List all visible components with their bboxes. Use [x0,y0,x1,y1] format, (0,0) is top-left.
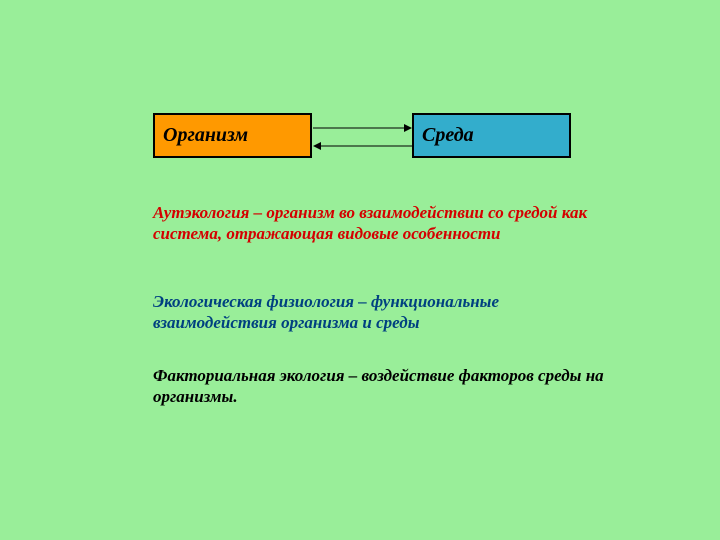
slide-canvas: Организм Среда Аутэкология – организм во… [0,0,720,540]
ecophysiology-definition: Экологическая физиология – функциональны… [153,291,623,334]
organism-box: Организм [153,113,312,158]
organism-label: Организм [163,124,248,147]
factorial-ecology-definition: Факториальная экология – воздействие фак… [153,365,623,408]
bidirectional-arrows [303,118,422,156]
autecology-definition: Аутэкология – организм во взаимодействии… [153,202,623,245]
environment-box: Среда [412,113,571,158]
environment-label: Среда [422,124,474,147]
